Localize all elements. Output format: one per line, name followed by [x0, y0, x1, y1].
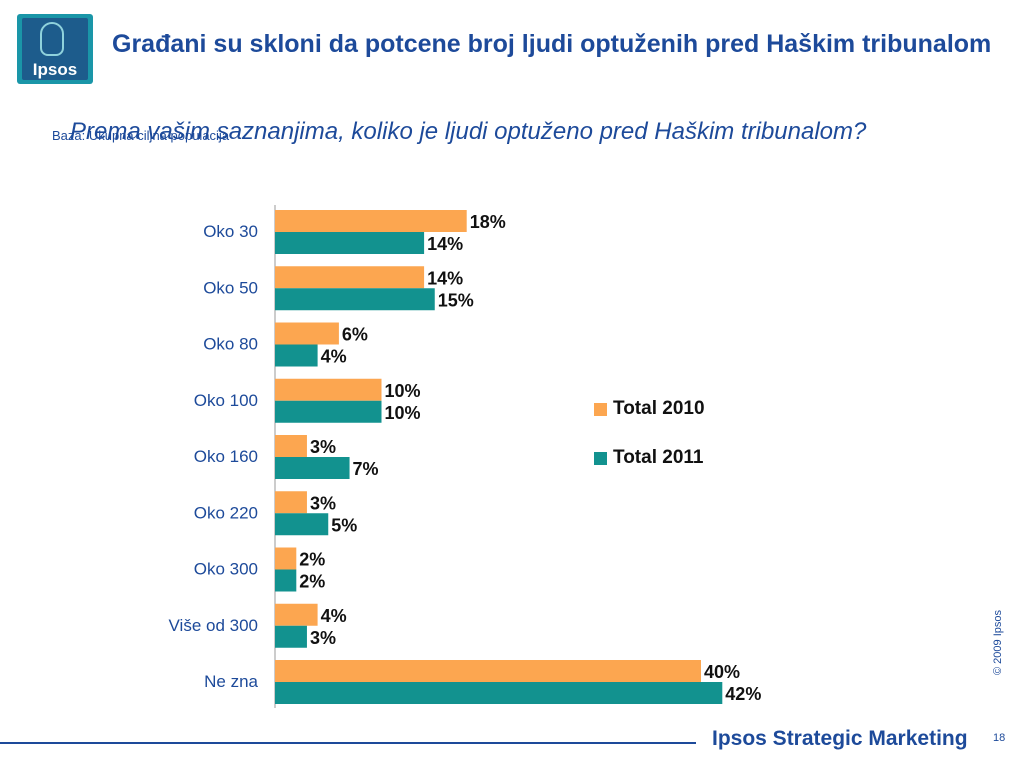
data-label: 3%: [310, 493, 336, 513]
data-label: 14%: [427, 268, 463, 288]
data-label: 10%: [385, 381, 421, 401]
data-label: 3%: [310, 437, 336, 457]
data-label: 5%: [331, 515, 357, 535]
legend-item-2010: Total 2010: [594, 397, 705, 421]
bar-2010: [275, 660, 701, 682]
data-label: 4%: [321, 606, 347, 626]
footer-brand: Ipsos Strategic Marketing: [712, 727, 968, 750]
bar-2011: [275, 457, 350, 479]
bar-2010: [275, 435, 307, 457]
bar-2010: [275, 322, 339, 345]
category-label: Više od 300: [169, 616, 258, 635]
bar-2011: [275, 513, 329, 536]
data-label: 42%: [725, 684, 761, 704]
bar-2010: [275, 378, 382, 401]
ipsos-logo: Ipsos: [17, 14, 93, 84]
bar-2011: [275, 569, 297, 592]
legend-label-2010: Total 2010: [613, 398, 705, 419]
category-label: Oko 300: [194, 560, 258, 579]
data-label: 4%: [321, 347, 347, 367]
category-label: Oko 30: [203, 222, 258, 241]
data-label: 10%: [385, 403, 421, 423]
legend-item-2011: Total 2011: [594, 446, 705, 470]
data-label: 6%: [342, 325, 368, 345]
category-label: Oko 80: [203, 335, 258, 354]
legend-swatch-2011: [594, 451, 607, 465]
bar-2010: [275, 210, 467, 232]
base-note: Baza: Ukupna ciljna populacija: [52, 128, 230, 143]
category-label: Oko 220: [194, 503, 258, 522]
bar-2010: [275, 603, 318, 626]
bar-2011: [275, 625, 307, 648]
data-label: 3%: [310, 628, 336, 648]
copyright-text: © 2009 Ipsos: [992, 610, 1004, 675]
data-label: 15%: [438, 290, 474, 310]
data-label: 40%: [704, 662, 740, 682]
page-number: 18: [993, 732, 1006, 744]
data-label: 18%: [470, 212, 506, 232]
bar-2010: [275, 491, 307, 514]
bar-2011: [275, 288, 435, 311]
bar-2011: [275, 232, 425, 254]
category-label: Oko 100: [194, 391, 258, 410]
chart-legend: Total 2010 Total 2011: [594, 397, 705, 495]
bar-2010: [275, 547, 297, 570]
data-label: 2%: [299, 550, 325, 570]
legend-swatch-2010: [594, 402, 607, 416]
survey-question: Prema vašim saznanjima, koliko je ljudi …: [70, 118, 867, 145]
bar-2011: [275, 344, 318, 367]
bar-2011: [275, 400, 382, 423]
bar-2011: [275, 682, 723, 704]
logo-text: Ipsos: [32, 60, 78, 79]
logo-head-icon: [40, 22, 64, 56]
page-title: Građani su skloni da potcene broj ljudi …: [112, 30, 992, 58]
data-label: 7%: [353, 459, 379, 479]
data-label: 2%: [299, 572, 325, 592]
category-label: Oko 160: [194, 447, 258, 466]
bar-2010: [275, 266, 425, 289]
footer-divider: [0, 742, 696, 744]
category-label: Oko 50: [203, 278, 258, 297]
data-label: 14%: [427, 234, 463, 254]
legend-label-2011: Total 2011: [613, 447, 704, 468]
category-label: Ne zna: [204, 672, 258, 691]
